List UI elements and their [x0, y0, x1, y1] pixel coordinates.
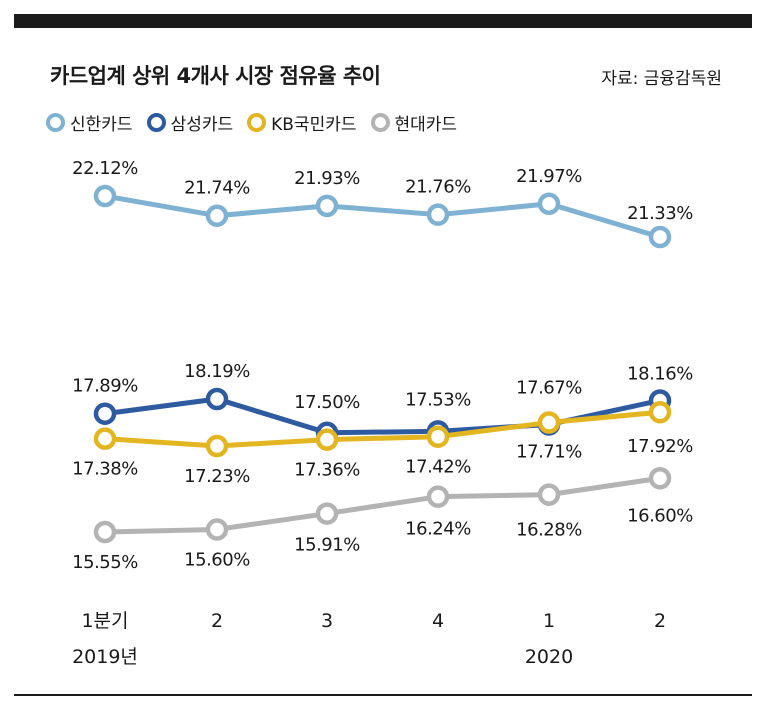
x-tick-label-3: 4: [432, 610, 444, 632]
series-shinhan: 22.12% 21.74% 21.93% 21.76% 21.97% 21.33%: [72, 158, 694, 249]
data-point-kb-5: [648, 400, 672, 424]
series-line-hyundai: [104, 475, 661, 535]
legend: 신한카드 삼성카드 KB국민카드 현대카드: [46, 110, 471, 135]
data-label-samsung-4: 17.67%: [516, 377, 582, 398]
data-label-samsung-5: 18.16%: [627, 363, 693, 384]
x-year-label-0: 2019년: [72, 646, 138, 668]
data-label-samsung-1: 18.19%: [184, 361, 250, 382]
data-point-shinhan-5: [648, 225, 672, 249]
data-label-kb-1: 17.23%: [184, 466, 250, 487]
series-kb: 17.38% 17.23% 17.36% 17.42% 17.71% 17.92%: [72, 400, 694, 487]
legend-label-hyundai: 현대카드: [394, 115, 458, 135]
legend-marker-shinhan: [46, 113, 65, 132]
data-point-shinhan-2: [315, 194, 339, 218]
series-line-shinhan: [104, 193, 661, 240]
legend-item-hyundai: 현대카드: [370, 110, 458, 135]
legend-label-kb: KB국민카드: [271, 115, 357, 135]
legend-label-shinhan: 신한카드: [70, 115, 133, 135]
data-point-shinhan-1: [205, 204, 229, 227]
legend-label-samsung: 삼성카드: [170, 115, 234, 135]
data-label-samsung-2: 17.50%: [294, 392, 360, 413]
data-label-kb-4: 17.71%: [516, 442, 582, 463]
data-label-shinhan-3: 21.76%: [405, 177, 471, 198]
data-point-hyundai-3: [426, 485, 450, 508]
x-tick-label-1: 2: [211, 610, 223, 632]
data-label-shinhan-4: 21.97%: [516, 166, 582, 187]
data-point-hyundai-4: [537, 483, 561, 506]
series-hyundai: 15.55% 15.60% 15.91% 16.24% 16.28% 16.60%: [72, 467, 694, 573]
series-samsung: 17.89% 18.19% 17.50% 17.53% 17.67% 18.16%: [72, 361, 694, 445]
data-point-samsung-1: [205, 387, 229, 411]
x-tick-label-0: 1분기: [81, 610, 128, 632]
data-label-hyundai-0: 15.55%: [72, 552, 138, 573]
data-point-kb-3: [426, 425, 450, 448]
data-label-kb-0: 17.38%: [72, 459, 138, 480]
data-point-kb-2: [315, 428, 339, 451]
data-point-samsung-0: [93, 402, 117, 425]
chart-title: 카드업계 상위 4개사 시장 점유율 추이: [50, 64, 381, 88]
legend-marker-hyundai: [370, 113, 390, 132]
top-bar: [14, 14, 752, 28]
data-label-hyundai-2: 15.91%: [294, 535, 360, 556]
data-point-shinhan-0: [93, 184, 117, 208]
data-point-kb-1: [205, 434, 229, 458]
data-label-kb-5: 17.92%: [627, 436, 693, 457]
data-label-hyundai-3: 16.24%: [405, 519, 471, 540]
data-label-shinhan-5: 21.33%: [627, 203, 693, 224]
data-label-shinhan-2: 21.93%: [294, 168, 360, 189]
x-tick-label-2: 3: [321, 610, 333, 632]
data-point-shinhan-4: [537, 192, 561, 216]
data-point-kb-0: [93, 427, 117, 450]
legend-item-kb: KB국민카드: [247, 110, 357, 135]
data-label-hyundai-5: 16.60%: [627, 505, 693, 526]
legend-marker-samsung: [146, 113, 166, 132]
x-tick-label-5: 2: [654, 610, 666, 632]
data-label-kb-2: 17.36%: [294, 460, 360, 481]
x-year-label-4: 2020: [525, 646, 573, 668]
source-note: 자료: 금융감독원: [601, 69, 722, 89]
data-point-hyundai-2: [315, 502, 339, 525]
series-line-samsung: [104, 396, 661, 436]
bottom-rule: [14, 694, 752, 696]
data-label-shinhan-1: 21.74%: [184, 178, 250, 199]
legend-item-samsung: 삼성카드: [146, 110, 234, 135]
data-point-hyundai-5: [648, 467, 672, 490]
data-label-hyundai-4: 16.28%: [516, 520, 582, 541]
legend-marker-kb: [247, 113, 267, 132]
data-label-samsung-0: 17.89%: [72, 376, 138, 397]
data-point-kb-4: [537, 411, 561, 434]
legend-item-shinhan: 신한카드: [46, 110, 133, 135]
data-label-samsung-3: 17.53%: [405, 389, 471, 410]
data-point-hyundai-0: [93, 520, 117, 544]
data-label-shinhan-0: 22.12%: [72, 158, 138, 179]
data-label-hyundai-1: 15.60%: [184, 549, 250, 570]
data-point-shinhan-3: [426, 203, 450, 226]
x-tick-label-4: 1: [543, 610, 555, 632]
series-line-kb: [104, 409, 661, 449]
data-label-kb-3: 17.42%: [405, 457, 471, 478]
data-point-hyundai-1: [205, 518, 229, 541]
